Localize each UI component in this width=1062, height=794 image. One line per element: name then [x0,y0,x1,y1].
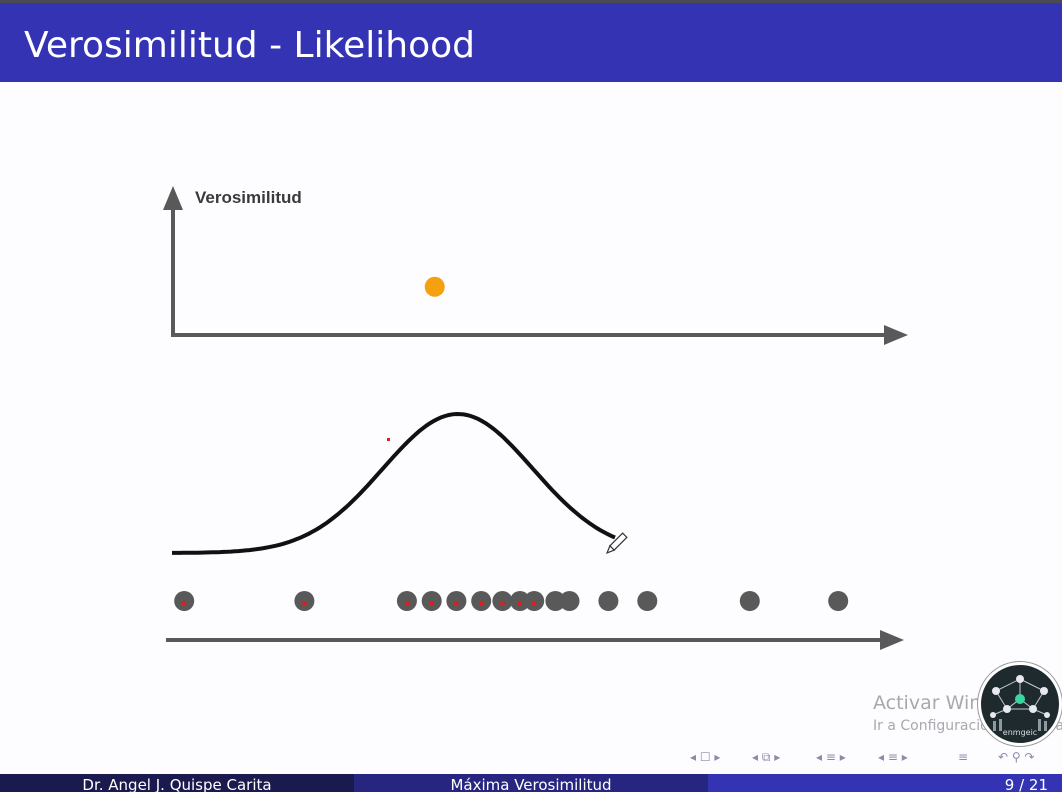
red-mark-dot-9 [532,601,537,605]
beamer-navigation: ◂ ☐ ▸ ◂ ⧉ ▸ ◂ ≡ ▸ ◂ ≡ ▸ ≡ ↶ ⚲ ↷ [690,750,1062,770]
logo-text: enmgeic [1003,728,1037,737]
red-mark-dot-7 [500,601,505,605]
nav-section-icon[interactable]: ◂ ≡ ▸ [816,750,846,764]
red-mark-dot-2 [302,601,307,605]
footer-author: Dr. Angel J. Quispe Carita [82,776,272,794]
slide-title: Verosimilitud - Likelihood [24,25,476,66]
nav-search-icon[interactable]: ↶ ⚲ ↷ [998,750,1035,764]
x-axis-arrow-top [884,325,908,345]
normal-curve [172,411,616,555]
footer-page-number: 9 / 21 [1004,776,1048,794]
red-mark-dot-8 [518,601,522,605]
footer: Dr. Angel J. Quispe Carita Máxima Verosi… [0,774,1062,794]
footer-title: Máxima Verosimilitud [450,776,612,794]
x-axis-arrow-bottom [880,630,904,650]
title-bar: Verosimilitud - Likelihood [0,3,1062,82]
observation-dot-10 [545,591,566,611]
nav-slide-icon[interactable]: ◂ ⧉ ▸ [752,750,781,764]
observation-dot-14 [739,591,760,611]
y-axis-arrow [163,186,183,210]
nav-subsection-icon[interactable]: ◂ ≡ ▸ [878,750,908,764]
window-top-edge [0,0,1062,3]
likelihood-point [424,276,445,297]
footer-page-section: 9 / 21 [708,774,1062,794]
pencil-cursor-icon [605,532,628,555]
red-mark-dot-3 [404,601,409,605]
red-mark-dot-5 [454,601,459,605]
nav-toc-icon[interactable]: ≡ [958,750,969,764]
footer-author-section: Dr. Angel J. Quispe Carita [0,774,354,794]
red-mark-dot-4 [429,601,434,605]
nav-prev-frame-icon[interactable]: ◂ ☐ ▸ [690,750,721,764]
y-axis-label: Verosimilitud [195,188,302,207]
observation-dots [174,591,849,611]
logo-badge: enmgeic [978,662,1062,746]
observation-dot-15 [828,591,849,611]
red-mark-dot-6 [479,601,484,605]
observation-dot-12 [598,591,619,611]
likelihood-figure: Verosimilitud [163,186,908,650]
footer-title-section: Máxima Verosimilitud [354,774,708,794]
observation-dot-11 [559,591,580,611]
watermark-line1: Activar Win [873,692,982,714]
observation-dot-13 [637,591,658,611]
red-mark-dot-1 [182,601,187,605]
logo-network-icon: enmgeic [990,675,1050,737]
red-mark-curve [387,438,390,441]
